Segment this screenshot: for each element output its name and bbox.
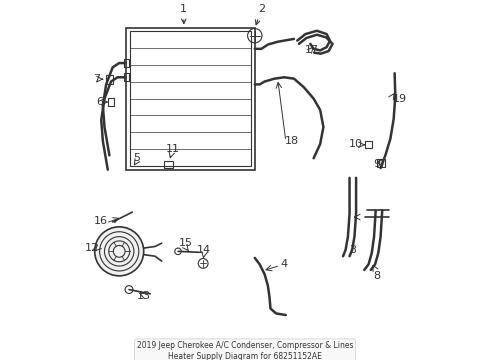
Bar [124,59,129,67]
Text: 13: 13 [137,291,151,301]
Text: 2019 Jeep Cherokee A/C Condenser, Compressor & Lines
Heater Supply Diagram for 6: 2019 Jeep Cherokee A/C Condenser, Compre… [137,341,353,360]
Text: 4: 4 [281,259,288,269]
Text: 15: 15 [178,238,193,248]
Bar [130,31,251,166]
Circle shape [95,227,144,276]
Text: 1: 1 [180,4,187,23]
Text: 14: 14 [197,244,211,255]
Bar [164,161,173,168]
Text: 18: 18 [284,136,298,146]
Text: 10: 10 [349,139,363,149]
Text: 5: 5 [134,153,141,163]
Text: 17: 17 [305,45,319,55]
Bar [365,141,372,148]
Text: 9: 9 [373,159,381,169]
Text: 3: 3 [349,245,357,255]
Bar [108,98,114,106]
Text: 2: 2 [255,4,265,25]
Bar [126,27,255,170]
Text: 16: 16 [94,216,108,226]
Bar [124,73,129,81]
Text: 6: 6 [96,97,103,107]
Text: 19: 19 [392,94,407,104]
Text: 12: 12 [84,243,98,253]
Text: 9: 9 [376,160,383,170]
Bar [377,159,385,167]
Text: 11: 11 [166,144,180,154]
Bar [106,75,113,84]
Text: 7: 7 [93,74,100,84]
Text: 8: 8 [373,271,380,281]
